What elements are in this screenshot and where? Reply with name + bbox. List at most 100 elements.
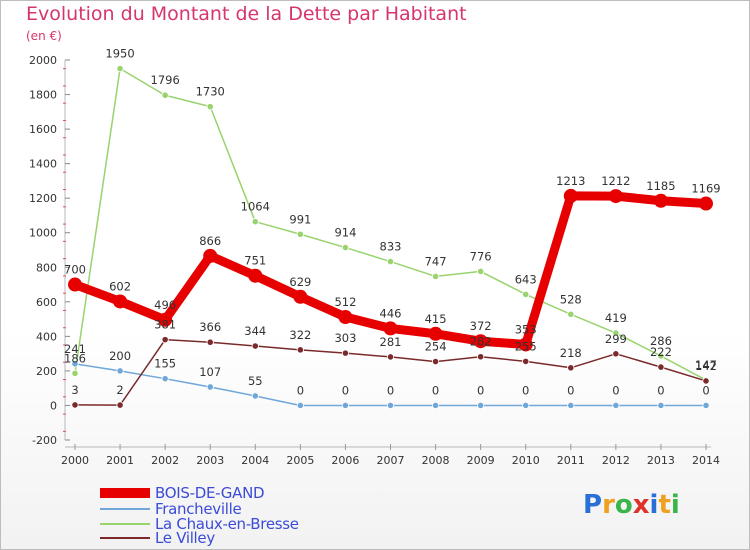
data-label-la-chaux-en-bresse: 1796 (151, 73, 180, 87)
legend-item-la-chaux-en-bresse: La Chaux-en-Bresse (100, 515, 299, 533)
y-tick-label: 400 (36, 330, 57, 343)
y-tick-label: 0 (50, 399, 57, 412)
data-point-le-villey (657, 363, 665, 371)
y-tick-label: -200 (32, 434, 57, 447)
data-label-le-villey: 3 (71, 383, 78, 397)
data-point-le-villey (612, 350, 620, 358)
data-point-bois-de-gand (518, 337, 533, 352)
data-point-le-villey (341, 349, 350, 357)
data-label-bois-de-gand: 353 (515, 322, 537, 336)
data-label-le-villey: 222 (650, 345, 672, 359)
data-label-le-villey: 322 (289, 328, 311, 342)
data-label-le-villey: 299 (605, 332, 627, 346)
data-point-francheville (341, 401, 350, 410)
proxiti-logo: Proxiti (583, 490, 680, 520)
data-label-bois-de-gand: 1213 (556, 174, 585, 188)
x-tick-label: 2008 (422, 454, 450, 467)
data-label-bois-de-gand: 496 (154, 298, 176, 312)
data-point-le-villey (251, 342, 259, 350)
x-tick-label: 2014 (692, 454, 720, 467)
x-tick-label: 2006 (331, 454, 359, 467)
data-label-bois-de-gand: 1185 (646, 179, 675, 193)
legend-label-francheville: Francheville (155, 500, 242, 518)
data-point-bois-de-gand (248, 268, 263, 283)
data-point-le-villey (206, 338, 214, 346)
data-point-la-chaux-en-bresse (612, 329, 620, 337)
x-tick-label: 2010 (512, 454, 540, 467)
data-label-la-chaux-en-bresse: 147 (695, 358, 717, 372)
data-label-francheville: 0 (567, 383, 574, 397)
data-label-francheville: 0 (522, 383, 529, 397)
data-point-la-chaux-en-bresse (116, 65, 124, 73)
data-point-bois-de-gand (338, 310, 353, 325)
data-point-la-chaux-en-bresse (386, 257, 395, 266)
legend-label-bois-de-gand: BOIS-DE-GAND (155, 484, 265, 502)
data-label-bois-de-gand: 1169 (691, 182, 720, 196)
x-tick-label: 2009 (467, 454, 495, 467)
data-point-francheville (477, 401, 485, 410)
data-label-la-chaux-en-bresse: 747 (425, 254, 447, 268)
data-label-francheville: 55 (248, 374, 263, 388)
data-label-la-chaux-en-bresse: 528 (560, 292, 582, 306)
data-point-le-villey (522, 357, 530, 366)
chart-unit-label: (en €) (26, 29, 62, 43)
data-label-la-chaux-en-bresse: 991 (289, 212, 311, 226)
data-point-bois-de-gand (428, 326, 443, 341)
data-point-la-chaux-en-bresse (341, 243, 350, 252)
data-point-francheville (251, 392, 259, 400)
data-label-francheville: 0 (702, 383, 709, 397)
data-label-le-villey: 2 (116, 383, 123, 397)
data-label-la-chaux-en-bresse: 1730 (196, 85, 225, 99)
y-tick-label: 600 (36, 296, 57, 309)
data-point-le-villey (477, 353, 485, 361)
legend-swatch-francheville (100, 508, 150, 510)
data-label-bois-de-gand: 1212 (601, 174, 630, 188)
data-point-le-villey (567, 364, 575, 372)
data-point-francheville (206, 383, 214, 391)
y-tick-label: 1600 (29, 123, 57, 136)
data-point-francheville (116, 367, 124, 375)
data-label-francheville: 107 (199, 365, 221, 379)
data-point-le-villey (71, 401, 79, 409)
x-tick-label: 2003 (196, 454, 224, 467)
y-tick-label: 2000 (29, 54, 57, 67)
data-point-bois-de-gand (203, 248, 218, 263)
data-point-bois-de-gand (293, 289, 308, 304)
data-point-bois-de-gand (383, 321, 398, 336)
data-point-francheville (612, 401, 620, 410)
data-point-le-villey (296, 346, 304, 354)
data-label-le-villey: 218 (560, 346, 582, 360)
data-label-bois-de-gand: 866 (199, 234, 221, 248)
data-point-la-chaux-en-bresse (206, 103, 214, 111)
data-label-le-villey: 344 (244, 324, 266, 338)
y-tick-label: 1000 (29, 227, 57, 240)
legend-item-francheville: Francheville (100, 500, 242, 518)
data-point-bois-de-gand (113, 294, 128, 309)
data-point-francheville (386, 401, 395, 410)
data-point-le-villey (702, 377, 710, 385)
legend-swatch-la-chaux-en-bresse (100, 523, 150, 525)
data-label-bois-de-gand: 629 (289, 275, 311, 289)
data-label-le-villey: 303 (334, 331, 356, 345)
x-tick-label: 2013 (647, 454, 675, 467)
data-point-francheville (161, 375, 169, 383)
data-label-bois-de-gand: 700 (64, 263, 86, 277)
x-tick-label: 2012 (602, 454, 630, 467)
data-label-le-villey: 281 (380, 335, 402, 349)
data-point-le-villey (431, 357, 440, 366)
data-point-bois-de-gand (563, 188, 578, 203)
legend-swatch-bois-de-gand (100, 488, 150, 498)
y-tick-label: 800 (36, 261, 57, 274)
data-label-francheville: 0 (657, 383, 664, 397)
data-point-la-chaux-en-bresse (161, 91, 169, 99)
data-point-la-chaux-en-bresse (296, 230, 304, 238)
data-point-bois-de-gand (699, 196, 713, 211)
x-tick-label: 2000 (61, 454, 89, 467)
data-point-francheville (71, 360, 79, 368)
legend-label-la-chaux-en-bresse: La Chaux-en-Bresse (155, 515, 299, 533)
data-label-bois-de-gand: 415 (425, 312, 447, 326)
data-label-francheville: 0 (297, 383, 304, 397)
data-label-bois-de-gand: 751 (244, 254, 266, 268)
data-label-le-villey: 366 (199, 320, 221, 334)
data-label-francheville: 0 (477, 383, 484, 397)
